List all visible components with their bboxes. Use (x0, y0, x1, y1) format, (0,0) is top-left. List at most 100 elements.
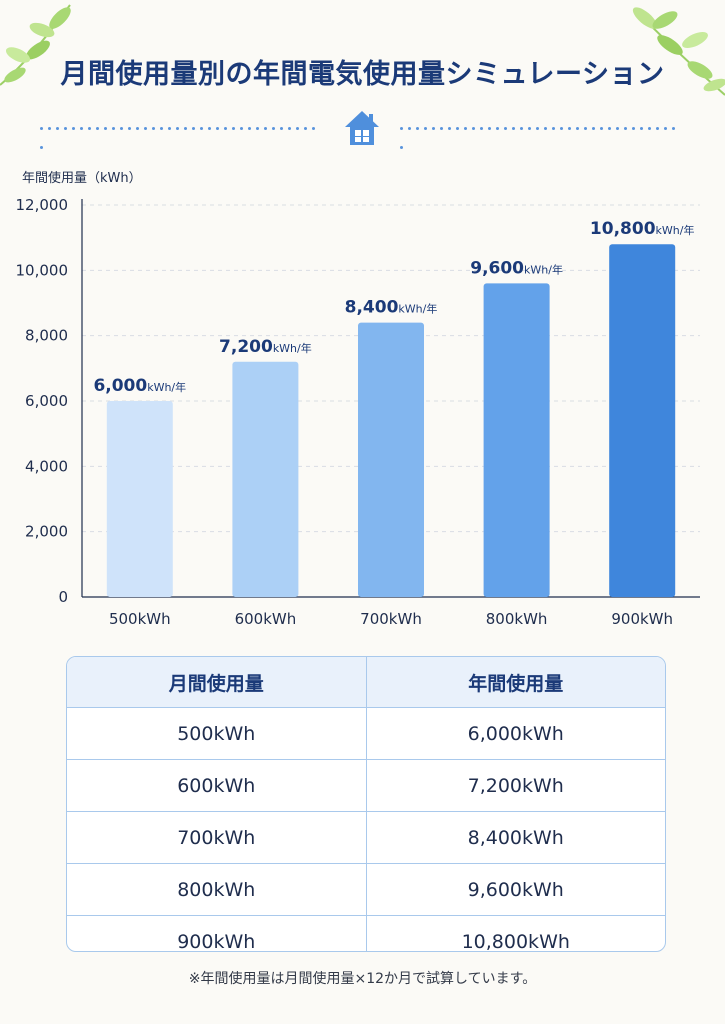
dot (136, 127, 139, 130)
table-cell-monthly: 600kWh (67, 759, 367, 812)
table-row: 600kWh 7,200kWh (67, 759, 665, 812)
dot (656, 127, 659, 130)
dot (304, 127, 307, 130)
dot (416, 127, 419, 130)
x-tick-label: 900kWh (611, 610, 673, 628)
y-tick-label: 2,000 (25, 523, 68, 541)
footnote: ※年間使用量は月間使用量×12か月で試算しています。 (188, 971, 537, 987)
data-label-unit: kWh/年 (273, 341, 312, 355)
dot (672, 127, 675, 130)
table-cell-annual: 10,800kWh (461, 930, 570, 952)
dot (192, 127, 195, 130)
house-icon (345, 111, 379, 145)
y-tick-label: 10,000 (16, 261, 69, 279)
dot (280, 127, 283, 130)
x-tick-label: 800kWh (486, 610, 548, 628)
data-label: 6,000kWh/年 (93, 376, 186, 396)
dot (536, 127, 539, 130)
dot (424, 127, 427, 130)
title-divider (40, 108, 685, 149)
dot (128, 127, 131, 130)
dot (544, 127, 547, 130)
dot (152, 127, 155, 130)
dot (480, 127, 483, 130)
x-tick-label: 500kWh (109, 610, 171, 628)
dot (592, 127, 595, 130)
leaf-branch-icon (0, 4, 71, 86)
dot (568, 127, 571, 130)
dot (248, 127, 251, 130)
dot (448, 127, 451, 130)
dot (464, 127, 467, 130)
table-row: 500kWh 6,000kWh (67, 707, 665, 760)
dot (40, 127, 43, 130)
table-cell-annual: 7,200kWh (366, 759, 665, 812)
dot (64, 127, 67, 130)
dot (488, 127, 491, 130)
table-cell-monthly: 800kWh (67, 863, 367, 916)
bar (358, 322, 424, 597)
dot (576, 127, 579, 130)
dot (400, 127, 403, 130)
x-tick-label: 700kWh (360, 610, 422, 628)
dot (184, 127, 187, 130)
table-cell-monthly: 700kWh (67, 811, 367, 864)
dot (216, 127, 219, 130)
table-cell-annual: 9,600kWh (366, 863, 665, 916)
dot (120, 127, 123, 130)
dot (664, 127, 667, 130)
table-cell-annual: 6,000kWh (366, 707, 665, 760)
dot (56, 127, 59, 130)
table-cell-monthly: 900kWh (67, 915, 367, 951)
dot (400, 146, 403, 149)
data-label-number: 7,200 (219, 337, 273, 357)
y-tick-label: 8,000 (25, 327, 68, 345)
y-tick-label: 12,000 (16, 196, 69, 214)
dot (520, 127, 523, 130)
dot (40, 146, 43, 149)
y-tick-label: 6,000 (25, 392, 68, 410)
dot (616, 127, 619, 130)
dot (440, 127, 443, 130)
dot (96, 127, 99, 130)
y-axis-title: 年間使用量（kWh） (22, 170, 142, 186)
data-label-number: 9,600 (470, 258, 524, 278)
dot (224, 127, 227, 130)
dot (640, 127, 643, 130)
dot (632, 127, 635, 130)
dot (528, 127, 531, 130)
table-row: 800kWh 9,600kWh (67, 863, 665, 916)
dot (88, 127, 91, 130)
usage-table: 月間使用量 年間使用量 500kWh 6,000kWh 600kWh 7,200… (66, 656, 666, 952)
leaf-branch-icon (632, 7, 725, 96)
data-label-number: 6,000 (93, 376, 147, 396)
data-label-unit: kWh/年 (656, 223, 695, 237)
dot (80, 127, 83, 130)
dot (168, 127, 171, 130)
bar (232, 361, 299, 597)
data-label: 8,400kWh/年 (345, 298, 438, 318)
data-label: 7,200kWh/年 (219, 337, 312, 357)
dotted-rule-left (40, 127, 325, 149)
data-label: 10,800kWh/年 (590, 219, 695, 239)
dot (552, 127, 555, 130)
dot (104, 127, 107, 130)
table-header-row: 月間使用量 年間使用量 (67, 657, 665, 708)
dot (288, 127, 291, 130)
bar (106, 401, 173, 597)
dot (648, 127, 651, 130)
dot (456, 127, 459, 130)
dot (432, 127, 435, 130)
dot (296, 127, 299, 130)
dot (272, 127, 275, 130)
dot (72, 127, 75, 130)
dot (312, 127, 315, 130)
data-label: 9,600kWh/年 (470, 258, 563, 278)
data-label-number: 8,400 (345, 298, 399, 318)
dot (256, 127, 259, 130)
dot (408, 127, 411, 130)
dot (240, 127, 243, 130)
dot (208, 127, 211, 130)
dot (560, 127, 563, 130)
dot (264, 127, 267, 130)
